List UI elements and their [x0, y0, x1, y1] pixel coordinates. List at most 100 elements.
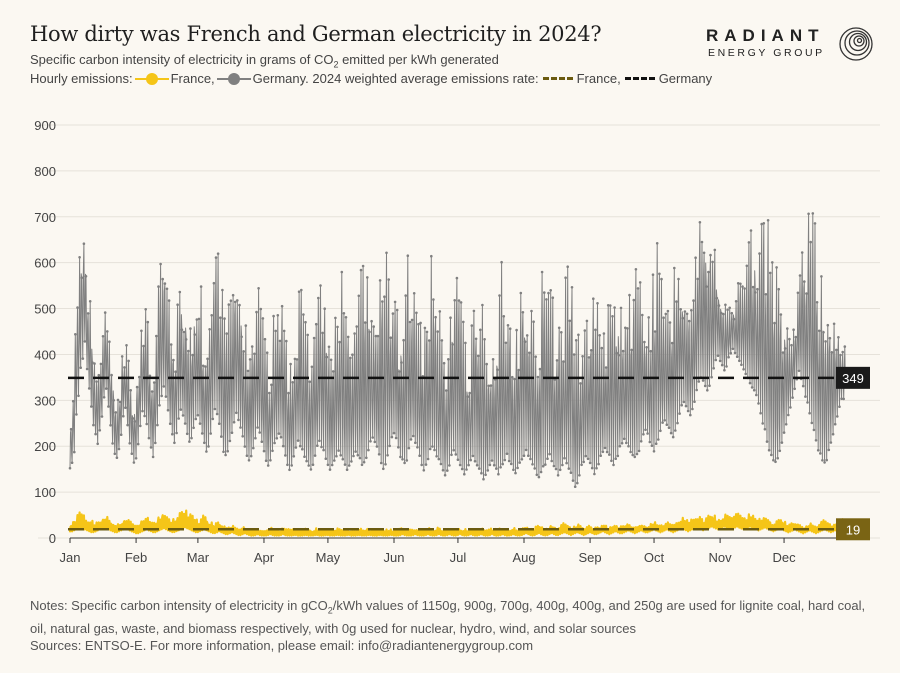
germany-point: [631, 453, 634, 457]
germany-point: [444, 389, 448, 392]
germany-point: [481, 303, 484, 307]
germany-point: [530, 309, 533, 313]
germany-point: [518, 461, 521, 464]
germany-point: [210, 314, 213, 317]
germany-point: [427, 339, 431, 342]
germany-point: [184, 338, 188, 341]
germany-point: [68, 466, 72, 470]
germany-point: [204, 365, 207, 368]
notes-line2: Sources: ENTSO-E. For more information, …: [30, 637, 534, 653]
subtitle-sub: 2: [333, 59, 339, 70]
legend-france-avg-label: France,: [576, 71, 621, 86]
germany-point: [670, 341, 674, 345]
x-tick-label-Dec: Dec: [772, 550, 796, 565]
germany-point: [424, 463, 428, 466]
germany-point: [403, 461, 406, 465]
germany-point: [195, 318, 199, 321]
germany-point: [662, 316, 665, 319]
germany-point: [475, 463, 479, 467]
logo-line2: ENERGY GROUP: [708, 47, 825, 59]
germany-series: [68, 212, 847, 489]
germany-point: [80, 276, 83, 279]
germany-point: [719, 311, 723, 315]
germany-point: [162, 385, 166, 388]
germany-point: [740, 363, 743, 367]
subtitle-pre: Specific carbon intensity of electricity…: [30, 52, 334, 67]
germany-point: [397, 446, 400, 449]
germany-point: [837, 336, 840, 339]
germany-point: [583, 329, 587, 332]
germany-point: [484, 473, 487, 477]
x-tick-label-Nov: Nov: [709, 550, 733, 565]
germany-point: [514, 471, 517, 475]
germany-point: [563, 456, 566, 460]
germany-point: [130, 452, 134, 456]
germany-point: [362, 460, 366, 464]
germany-point: [316, 444, 319, 448]
germany-point: [604, 366, 608, 369]
germany-point: [432, 298, 435, 301]
germany-point: [488, 463, 492, 467]
germany-point: [496, 368, 499, 372]
germany-point: [701, 379, 705, 382]
germany-point: [759, 411, 762, 415]
germany-point: [593, 472, 596, 476]
germany-point: [616, 454, 620, 458]
x-tick-label-Jul: Jul: [450, 550, 467, 565]
germany-point: [819, 452, 822, 455]
germany-point: [585, 319, 589, 323]
germany-point: [664, 312, 668, 316]
germany-point: [235, 411, 238, 415]
germany-point: [551, 296, 555, 299]
germany-point: [207, 445, 210, 448]
germany-point: [281, 444, 285, 448]
germany-point: [606, 304, 610, 307]
germany-point: [760, 222, 763, 226]
germany-point: [644, 428, 647, 432]
germany-point: [715, 296, 719, 300]
germany-point: [726, 308, 729, 312]
germany-point: [309, 468, 313, 471]
legend-prefix: Hourly emissions:: [30, 71, 133, 86]
germany-point: [725, 365, 728, 368]
germany-point: [215, 412, 219, 416]
germany-point: [175, 431, 178, 435]
germany-point: [803, 280, 806, 283]
germany-point: [506, 324, 510, 327]
germany-point: [686, 409, 690, 413]
germany-point: [546, 457, 549, 461]
germany-point: [301, 447, 304, 451]
germany-point: [537, 475, 541, 479]
germany-point: [247, 459, 251, 462]
germany-point: [791, 396, 794, 399]
germany-point: [134, 457, 138, 460]
germany-point: [482, 477, 485, 481]
germany-point: [328, 468, 332, 471]
germany-point: [378, 279, 382, 282]
germany-point: [521, 311, 525, 314]
germany-point: [665, 423, 669, 427]
germany-point: [629, 450, 632, 454]
germany-point: [724, 303, 727, 307]
germany-point: [387, 278, 391, 281]
germany-point: [197, 317, 201, 321]
germany-point: [503, 458, 507, 462]
germany-point: [194, 417, 198, 421]
germany-point: [307, 464, 311, 467]
germany-point: [685, 312, 689, 316]
germany-point: [479, 328, 482, 332]
germany-point: [682, 400, 686, 404]
germany-point: [163, 282, 167, 285]
germany-point: [226, 449, 229, 453]
germany-point: [136, 442, 140, 446]
germany-point: [198, 422, 202, 425]
germany-point: [731, 347, 735, 351]
germany-point: [208, 328, 211, 331]
germany-point: [261, 317, 265, 320]
germany-point: [557, 326, 561, 330]
germany-point: [265, 351, 269, 354]
germany-point: [144, 308, 147, 311]
germany-point: [806, 401, 809, 404]
germany-point: [465, 468, 468, 471]
germany-point: [125, 344, 128, 347]
